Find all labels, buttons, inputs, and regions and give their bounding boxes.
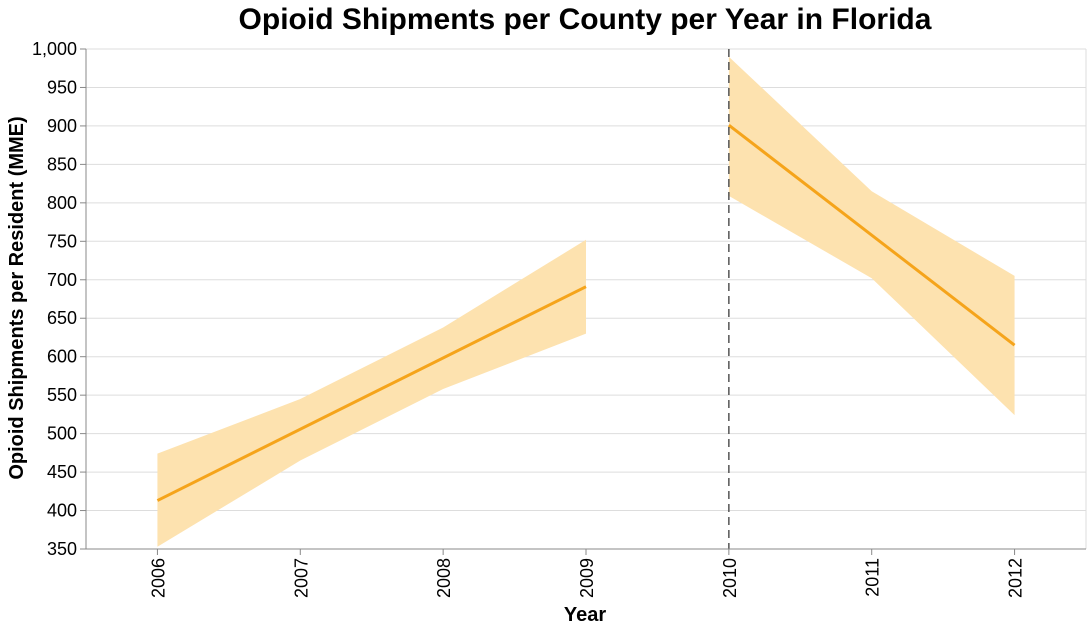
- y-tick-label: 750: [47, 231, 77, 251]
- y-tick-label: 600: [47, 347, 77, 367]
- y-tick-label: 650: [47, 308, 77, 328]
- y-axis-title: Opioid Shipments per Resident (MME): [6, 116, 28, 479]
- x-tick-label: 2010: [720, 558, 740, 598]
- y-tick-label: 900: [47, 116, 77, 136]
- confidence-bands: [157, 56, 1015, 547]
- x-tick-label: 2012: [1006, 558, 1026, 598]
- axes: 350 400 450 500 550 600 650 700 750 800 850 900 950 1…: [32, 39, 1086, 598]
- y-tick-label: 950: [47, 77, 77, 97]
- trend-line-pre-2010: [156, 285, 587, 502]
- x-tick-label: 2011: [863, 558, 883, 597]
- chart-title: Opioid Shipments per County per Year in …: [239, 3, 932, 36]
- x-axis-title: Year: [564, 604, 606, 626]
- y-tick-label: 1,000: [32, 39, 77, 59]
- trend-lines: [156, 123, 1016, 502]
- y-tick-label: 800: [47, 193, 77, 213]
- y-tick-label: 500: [47, 424, 77, 444]
- x-tick-label: 2009: [577, 558, 597, 598]
- y-tick-label: 850: [47, 154, 77, 174]
- grid-lines: [86, 48, 1087, 550]
- x-tick-label: 2007: [291, 558, 311, 598]
- y-tick-label: 350: [47, 539, 77, 559]
- trend-line-post-2010: [727, 123, 1016, 347]
- x-tick-label: 2008: [434, 558, 454, 598]
- y-tick-label: 450: [47, 462, 77, 482]
- y-tick-label: 400: [47, 501, 77, 521]
- x-tick-label: 2006: [148, 558, 168, 598]
- y-tick-label: 550: [47, 385, 77, 405]
- y-tick-label: 700: [47, 270, 77, 290]
